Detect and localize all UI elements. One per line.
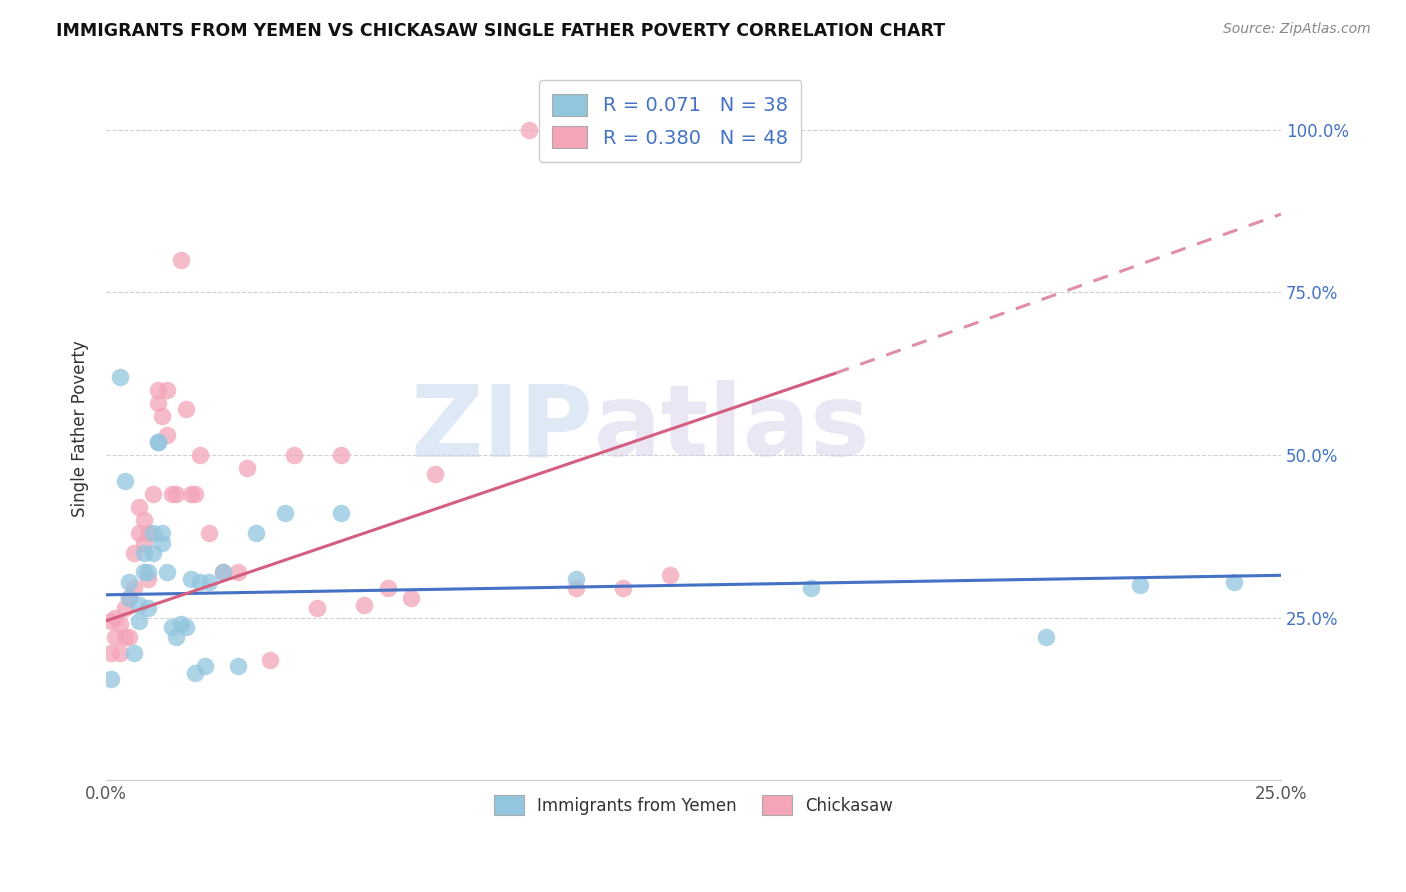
Point [541,122,564,136]
Point [329,507,352,521]
Point [114,630,136,644]
Point [128,526,150,541]
Point [174,620,197,634]
Point [150,526,173,541]
Point [156,383,179,397]
Point [146,434,169,449]
Point [142,526,165,541]
Point [184,665,207,680]
Point [307,600,329,615]
Point [136,600,159,615]
Point [114,474,136,488]
Text: IMMIGRANTS FROM YEMEN VS CHICKASAW SINGLE FATHER POVERTY CORRELATION CHART: IMMIGRANTS FROM YEMEN VS CHICKASAW SINGL… [56,22,945,40]
Point [156,565,179,579]
Point [423,467,446,482]
Point [174,402,197,417]
Point [160,487,183,501]
Point [273,507,295,521]
Point [108,647,131,661]
Point [1035,630,1057,644]
Point [565,572,588,586]
Point [188,448,211,462]
Point [377,582,399,596]
Text: atlas: atlas [593,380,870,477]
Legend: Immigrants from Yemen, Chickasaw: Immigrants from Yemen, Chickasaw [484,786,903,825]
Point [401,591,423,605]
Point [800,582,823,596]
Point [118,630,141,644]
Point [136,526,159,541]
Text: Source: ZipAtlas.com: Source: ZipAtlas.com [1223,22,1371,37]
Point [122,582,145,596]
Point [114,600,136,615]
Point [118,591,141,605]
Point [142,545,165,559]
Point [198,526,221,541]
Point [212,565,235,579]
Point [1129,578,1152,592]
Point [100,614,122,628]
Point [132,535,155,549]
Point [132,565,155,579]
Point [128,614,150,628]
Text: ZIP: ZIP [411,380,593,477]
Point [212,565,235,579]
Point [565,582,588,596]
Point [136,572,159,586]
Point [108,617,131,632]
Point [165,630,187,644]
Point [132,545,155,559]
Point [136,565,159,579]
Point [226,659,249,673]
Point [188,574,211,589]
Point [658,568,681,582]
Point [170,252,193,267]
Point [259,653,281,667]
Point [283,448,305,462]
Point [150,535,173,549]
Point [150,409,173,423]
Point [128,500,150,514]
Point [100,673,122,687]
Point [108,369,131,384]
Point [146,383,169,397]
Point [236,461,259,475]
Point [245,526,267,541]
Point [156,428,179,442]
Point [122,545,145,559]
Point [226,565,249,579]
Point [118,591,141,605]
Point [170,617,193,632]
Point [517,122,540,136]
Point [179,487,201,501]
Point [329,448,352,462]
Point [194,659,217,673]
Y-axis label: Single Father Poverty: Single Father Poverty [72,341,89,517]
Point [146,396,169,410]
Point [160,620,183,634]
Point [118,574,141,589]
Point [100,647,122,661]
Point [122,647,145,661]
Point [132,513,155,527]
Point [353,598,375,612]
Point [1223,574,1246,589]
Point [142,487,165,501]
Point [198,574,221,589]
Point [104,630,127,644]
Point [128,598,150,612]
Point [146,434,169,449]
Point [165,487,187,501]
Point [179,572,201,586]
Point [612,582,634,596]
Point [184,487,207,501]
Point [104,610,127,624]
